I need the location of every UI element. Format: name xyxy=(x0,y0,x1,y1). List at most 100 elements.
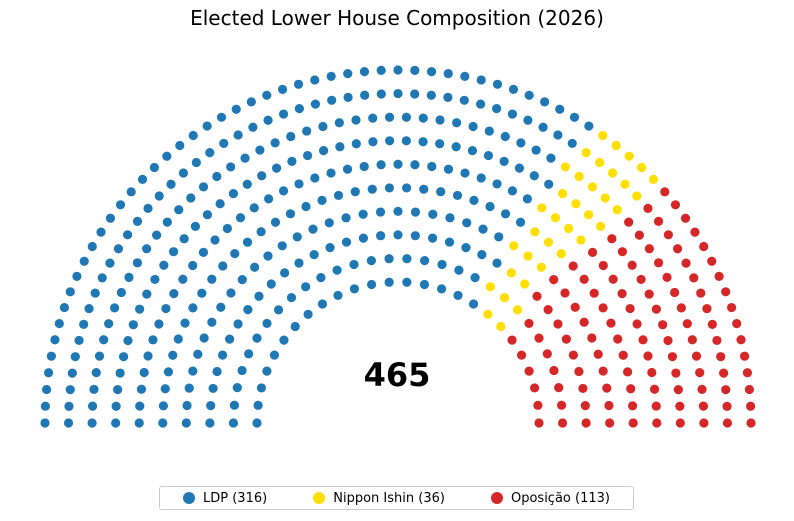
seat-ldp xyxy=(174,205,184,215)
seat-ldp xyxy=(182,400,192,411)
seat-ldp xyxy=(492,104,502,114)
seat-ldp xyxy=(162,151,172,161)
seat-oposicao xyxy=(533,400,543,410)
seat-ldp xyxy=(393,230,403,240)
seat-ldp xyxy=(91,368,101,378)
seat-ldp xyxy=(159,260,169,270)
legend-label-oposicao: Oposição (113) xyxy=(510,490,610,506)
seat-oposicao xyxy=(516,350,527,360)
seat-ldp xyxy=(445,213,455,223)
chart-legend: LDP (316) Nippon Ishin (36) Oposição (11… xyxy=(159,486,634,510)
seat-nippon-ishin xyxy=(523,251,533,261)
seat-ldp xyxy=(181,418,191,428)
seat-ldp xyxy=(252,333,262,343)
seat-ldp xyxy=(134,418,144,428)
seat-ldp xyxy=(252,418,262,428)
seat-ldp xyxy=(237,275,247,285)
seat-ldp xyxy=(123,230,133,240)
seat-ldp xyxy=(507,186,518,196)
seat-ldp xyxy=(384,112,395,122)
legend-label-ldp: LDP (316) xyxy=(203,490,268,506)
seat-ldp xyxy=(358,233,369,243)
seat-ldp xyxy=(308,224,318,234)
seat-ldp xyxy=(436,284,447,294)
seat-ldp xyxy=(210,235,220,245)
seat-ldp xyxy=(79,319,89,329)
seat-oposicao xyxy=(647,367,657,378)
seat-ldp xyxy=(280,268,290,278)
seat-ldp xyxy=(427,161,437,172)
seat-oposicao xyxy=(607,234,617,244)
seat-ldp xyxy=(469,195,479,205)
seat-oposicao xyxy=(691,351,702,361)
seat-ldp xyxy=(233,130,243,140)
seat-nippon-ishin xyxy=(499,292,510,303)
seat-ldp xyxy=(286,131,296,142)
seat-oposicao xyxy=(663,230,674,240)
seat-ldp xyxy=(199,333,209,343)
seat-oposicao xyxy=(613,334,623,344)
legend-item-oposicao: Oposição (113) xyxy=(490,490,610,506)
chart-title: Elected Lower House Composition (2026) xyxy=(190,6,604,30)
seat-ldp xyxy=(492,258,502,268)
seat-oposicao xyxy=(712,335,722,346)
seat-ldp xyxy=(207,317,217,327)
seat-ldp xyxy=(452,190,463,201)
seat-oposicao xyxy=(618,350,628,360)
seat-ldp xyxy=(393,206,403,216)
seat-ldp xyxy=(309,250,319,260)
seat-nippon-ishin xyxy=(624,151,634,161)
seat-ldp xyxy=(264,194,274,204)
seat-oposicao xyxy=(732,318,742,329)
seat-ldp xyxy=(366,279,377,290)
seat-ldp xyxy=(59,302,70,313)
seat-ldp xyxy=(175,140,185,151)
seat-ldp xyxy=(351,115,361,125)
seat-oposicao xyxy=(698,401,709,411)
seat-oposicao xyxy=(726,302,737,313)
seat-oposicao xyxy=(598,303,608,313)
seat-ldp xyxy=(277,84,288,95)
seat-ldp xyxy=(123,335,133,346)
seat-ldp xyxy=(428,209,438,219)
seat-ldp xyxy=(327,95,337,105)
seat-oposicao xyxy=(689,273,699,283)
seat-ldp xyxy=(212,366,222,377)
seat-oposicao xyxy=(671,368,681,378)
seat-ldp xyxy=(454,265,464,275)
seat-ldp xyxy=(531,145,541,155)
seat-oposicao xyxy=(653,258,664,268)
seat-ldp xyxy=(341,213,351,223)
seat-oposicao xyxy=(524,366,534,376)
seat-ldp xyxy=(419,279,430,290)
seat-oposicao xyxy=(696,288,706,298)
seat-ldp xyxy=(410,65,420,75)
seat-nippon-ishin xyxy=(587,182,598,192)
seat-oposicao xyxy=(587,333,597,343)
seat-oposicao xyxy=(542,349,552,359)
seat-ldp xyxy=(478,224,488,234)
seat-ldp xyxy=(154,191,164,201)
seat-ldp xyxy=(215,199,225,209)
seat-ldp xyxy=(74,335,84,346)
seat-nippon-ishin xyxy=(506,268,516,278)
seat-ldp xyxy=(426,67,437,77)
seat-ldp xyxy=(188,366,198,376)
seat-oposicao xyxy=(568,350,579,360)
seat-ldp xyxy=(67,368,77,378)
seat-ldp xyxy=(42,384,52,395)
seat-ldp xyxy=(65,287,75,297)
seat-nippon-ishin xyxy=(509,241,519,251)
seat-ldp xyxy=(419,184,429,194)
seat-ldp xyxy=(278,186,289,196)
seat-ldp xyxy=(188,130,198,141)
seat-ldp xyxy=(443,68,453,79)
seat-ldp xyxy=(46,351,56,361)
seat-ldp xyxy=(150,274,160,285)
seat-oposicao xyxy=(638,335,648,345)
seat-ldp xyxy=(202,210,213,220)
legend-marker-ldp xyxy=(183,492,196,504)
seat-oposicao xyxy=(695,368,705,378)
seat-ldp xyxy=(198,182,209,192)
seat-ldp xyxy=(436,187,446,197)
